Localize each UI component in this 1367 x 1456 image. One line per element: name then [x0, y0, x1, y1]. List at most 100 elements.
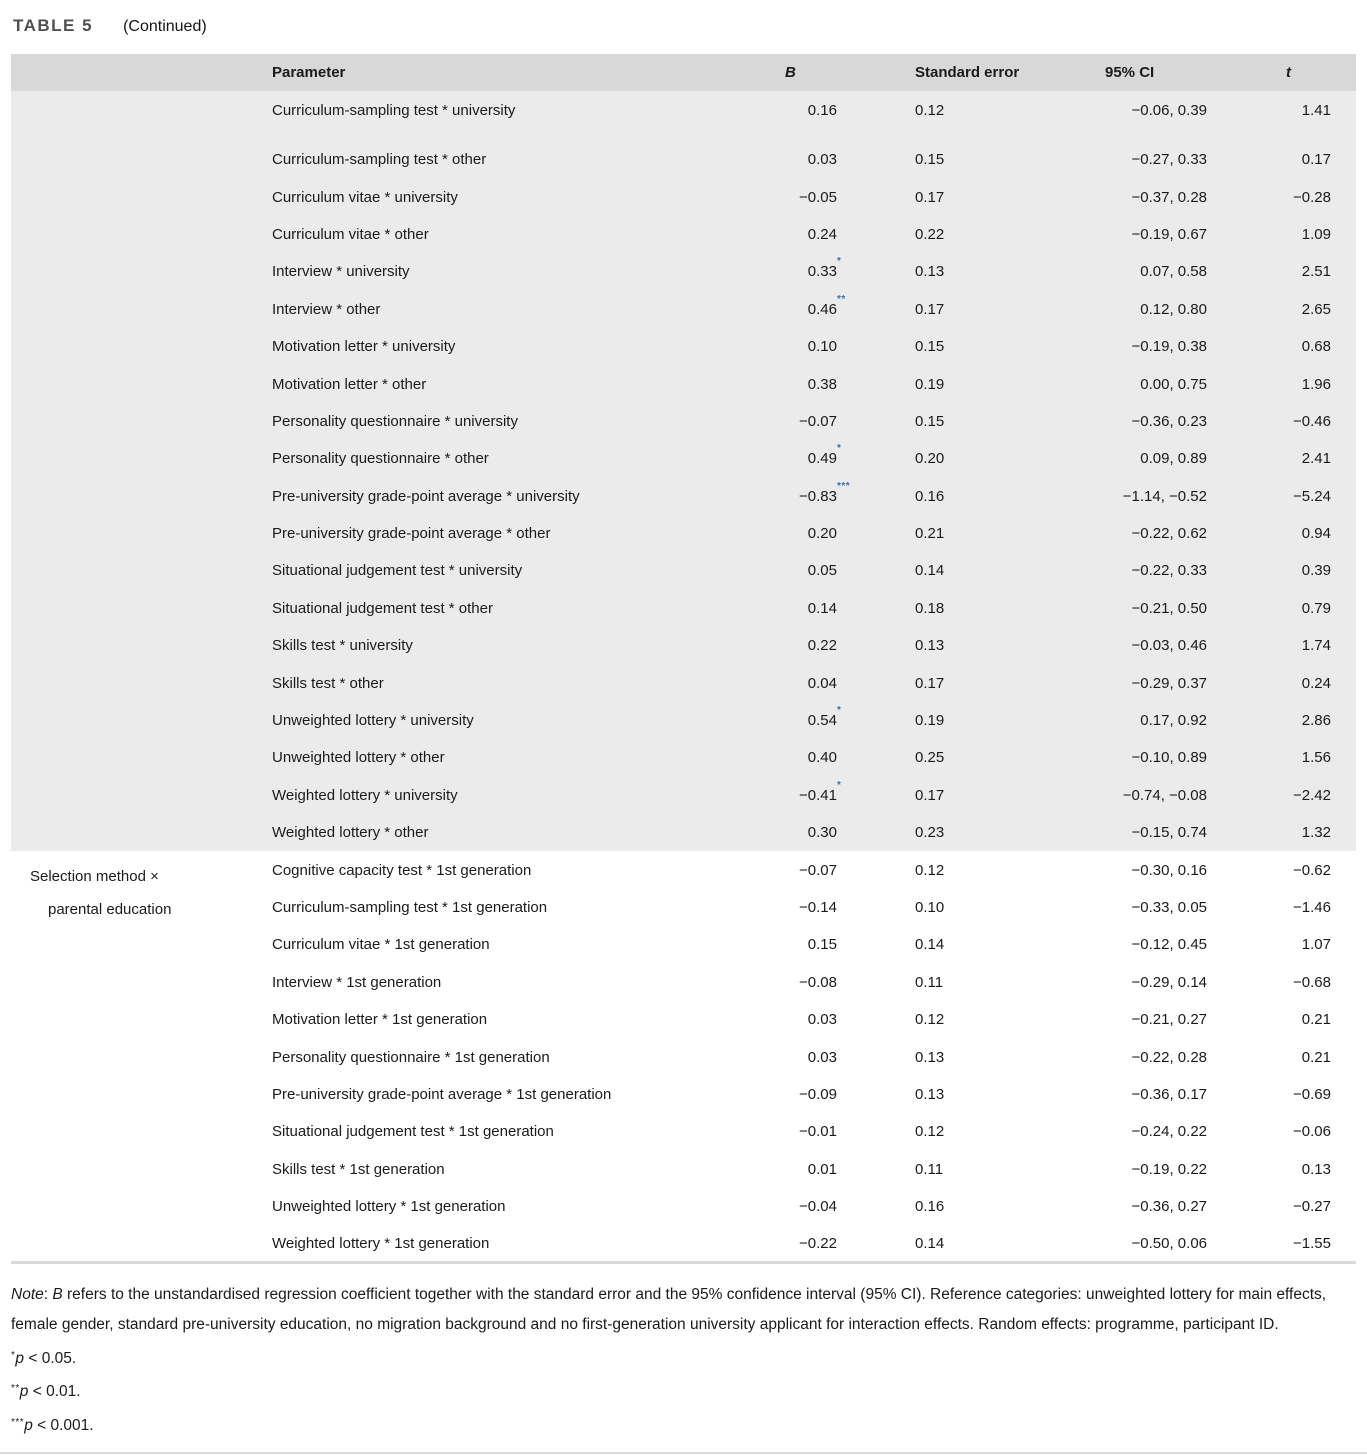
cell-t-value: −0.62	[1293, 861, 1331, 879]
cell-b-value: 0.38	[807, 375, 837, 393]
cell-parameter: Curriculum-sampling test * 1st generatio…	[272, 899, 548, 916]
cell-95ci: −0.37, 0.28	[1131, 188, 1207, 206]
cell-95ci: −1.14, −0.52	[1122, 487, 1207, 505]
cell-standard-error: 0.23	[915, 824, 945, 842]
cell-95ci: −0.03, 0.46	[1131, 637, 1207, 655]
table-title: TABLE 5 (Continued)	[13, 16, 1356, 36]
cell-parameter: Interview * 1st generation	[272, 973, 442, 991]
table-body: Curriculum-sampling test * university 0.1…	[11, 91, 1356, 1263]
cell-95ci: −0.27, 0.33	[1131, 151, 1207, 169]
bottom-divider	[0, 1451, 1367, 1454]
cell-95ci: 0.09, 0.89	[1140, 450, 1207, 468]
table-note: Note: B refers to the unstandardised reg…	[11, 1280, 1341, 1340]
cell-standard-error: 0.14	[915, 936, 945, 954]
cell-parameter: Motivation letter * university	[272, 338, 456, 356]
header-group	[11, 54, 256, 91]
footnote-p001-symbol: p	[24, 1416, 33, 1434]
cell-95ci: −0.36, 0.27	[1131, 1198, 1207, 1216]
footnote-p05-stars: *	[11, 1350, 16, 1362]
cell-95ci: 0.07, 0.58	[1140, 263, 1207, 281]
table-row: Curriculum-sampling test * 1st generatio…	[11, 889, 1356, 926]
header-standard-error: Standard error	[915, 64, 1020, 81]
cell-parameter: Personality questionnaire * university	[272, 412, 518, 430]
cell-95ci: −0.15, 0.74	[1131, 824, 1207, 842]
cell-t-value: −0.27	[1293, 1198, 1331, 1216]
cell-b-value: −0.14	[799, 899, 837, 916]
results-table: Parameter B Standard error 95% CI t Curr…	[11, 54, 1356, 1265]
cell-parameter: Personality questionnaire * other	[272, 450, 489, 468]
cell-95ci: −0.22, 0.62	[1131, 525, 1207, 543]
cell-parameter: Situational judgement test * 1st generat…	[272, 1123, 554, 1141]
cell-parameter: Pre-university grade-point average * 1st…	[272, 1085, 612, 1103]
cell-t-value: −0.68	[1293, 973, 1331, 991]
note-label: Note	[11, 1286, 44, 1304]
cell-t-value: 2.65	[1301, 300, 1331, 318]
cell-t-value: 1.07	[1301, 936, 1331, 954]
cell-standard-error: 0.13	[915, 1048, 945, 1066]
cell-b-value: 0.01	[807, 1160, 837, 1178]
footnote-p01: **p < 0.01.	[11, 1373, 1356, 1406]
table-row: Skills test * 1st generation 0.01 0.11 −0.1…	[11, 1151, 1356, 1188]
cell-95ci: −0.30, 0.16	[1131, 861, 1207, 879]
cell-t-value: 0.21	[1301, 1011, 1331, 1029]
significance-stars: *	[837, 443, 842, 455]
cell-standard-error: 0.15	[915, 412, 945, 430]
cell-t-value: 0.68	[1301, 338, 1331, 356]
cell-t-value: 2.41	[1301, 450, 1331, 468]
cell-standard-error: 0.22	[915, 225, 945, 243]
cell-t-value: 1.56	[1301, 749, 1331, 767]
cell-t-value: 1.32	[1301, 824, 1331, 842]
cell-standard-error: 0.13	[915, 1085, 945, 1103]
cell-standard-error: 0.14	[915, 562, 945, 580]
significance-stars: **	[837, 293, 846, 305]
cell-t-value: 0.39	[1301, 562, 1331, 580]
header-row: Parameter B Standard error 95% CI t	[11, 54, 1356, 91]
cell-t-value: −1.55	[1293, 1234, 1331, 1252]
cell-parameter: Curriculum vitae * 1st generation	[272, 936, 490, 954]
cell-standard-error: 0.20	[915, 450, 945, 468]
cell-t-value: 0.21	[1301, 1048, 1331, 1066]
cell-parameter: Interview * other	[272, 300, 381, 318]
cell-95ci: −0.21, 0.27	[1131, 1011, 1207, 1029]
cell-standard-error: 0.11	[915, 973, 944, 991]
cell-parameter: Unweighted lottery * university	[272, 712, 474, 730]
cell-b-value: 0.30	[807, 824, 837, 842]
header-t: t	[1286, 64, 1291, 81]
cell-b-value: −0.04	[799, 1198, 837, 1216]
cell-standard-error: 0.13	[915, 637, 945, 655]
cell-95ci: −0.36, 0.17	[1131, 1085, 1207, 1103]
table-row: Selection method × parental education Cogn…	[11, 851, 1356, 919]
footnote-p01-symbol: p	[19, 1383, 29, 1401]
cell-standard-error: 0.17	[915, 188, 945, 206]
significance-stars: ***	[837, 480, 851, 492]
cell-standard-error: 0.15	[915, 151, 945, 169]
cell-standard-error: 0.16	[915, 1198, 945, 1216]
note-b-symbol: B	[52, 1286, 63, 1304]
table-number-label: TABLE 5	[13, 16, 94, 35]
cell-b-value: 0.10	[807, 338, 837, 356]
cell-95ci: −0.19, 0.22	[1131, 1160, 1207, 1178]
cell-95ci: −0.10, 0.89	[1131, 749, 1207, 767]
table-row: Curriculum-sampling test * university 0.1…	[11, 91, 1356, 141]
cell-t-value: −1.46	[1293, 899, 1331, 916]
note-separator: :	[43, 1286, 53, 1304]
footnote-p001-text: < 0.001.	[32, 1416, 94, 1434]
cell-t-value: −2.42	[1293, 786, 1331, 804]
cell-parameter: Personality questionnaire * 1st generati…	[272, 1048, 550, 1066]
cell-b-value: 0.40	[807, 749, 837, 767]
cell-t-value: 1.96	[1301, 375, 1331, 393]
cell-95ci: −0.33, 0.05	[1131, 899, 1207, 916]
significance-stars: *	[837, 779, 842, 791]
cell-parameter: Curriculum-sampling test * university	[272, 101, 516, 119]
note-text: refers to the unstandardised regression …	[11, 1286, 1327, 1334]
cell-standard-error: 0.19	[915, 375, 945, 393]
table-row: Unweighted lottery * 1st generation −0.04…	[11, 1188, 1356, 1225]
cell-b-value: −0.07	[799, 861, 837, 879]
cell-b-value: −0.05	[799, 188, 837, 206]
cell-95ci: −0.36, 0.23	[1131, 412, 1207, 430]
cell-b-value: −0.83 ***	[799, 480, 851, 505]
cell-t-value: 1.09	[1301, 225, 1331, 243]
table-row: Interview * 1st generation −0.08 0.11 −0.29…	[11, 964, 1356, 1001]
cell-b-value: 0.04	[807, 674, 837, 692]
